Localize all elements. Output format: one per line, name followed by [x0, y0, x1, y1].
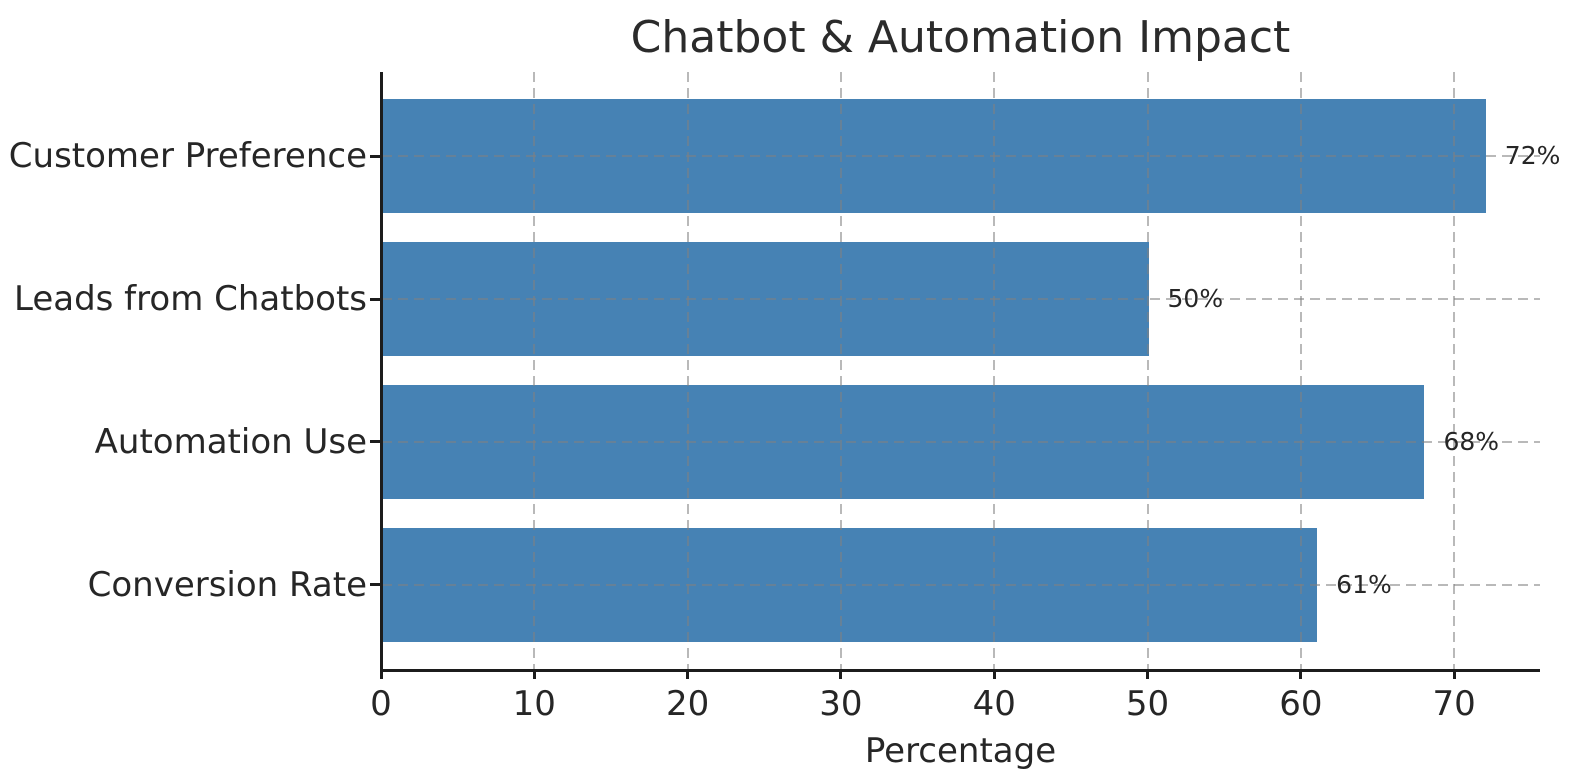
y-tick-mark-automation-use — [370, 440, 380, 444]
x-tick-label-0: 0 — [370, 684, 392, 724]
x-tick-label-10: 10 — [512, 684, 556, 724]
x-tick-mark-10 — [532, 669, 536, 679]
gridline-y-customer-preference — [382, 155, 1540, 158]
plot-area: 72% 50% 68% 61% 0 10 20 30 40 50 60 70 — [370, 72, 1560, 724]
chart-title: Chatbot & Automation Impact — [630, 12, 1291, 63]
x-tick-mark-30 — [839, 669, 843, 679]
x-tick-mark-40 — [992, 669, 996, 679]
x-tick-mark-60 — [1299, 669, 1303, 679]
value-label-conversion-rate: 61% — [1336, 569, 1392, 599]
y-tick-mark-leads-from-chatbots — [370, 297, 380, 301]
gridline-x-40 — [993, 72, 996, 669]
value-label-customer-preference: 72% — [1504, 141, 1561, 171]
gridline-y-leads-from-chatbots — [382, 298, 1540, 301]
gridline-x-70 — [1453, 72, 1456, 669]
x-tick-label-70: 70 — [1432, 684, 1476, 724]
x-tick-mark-0 — [379, 669, 383, 679]
x-tick-label-60: 60 — [1279, 684, 1323, 724]
gridline-x-10 — [533, 72, 536, 669]
y-tick-mark-customer-preference — [370, 154, 380, 158]
x-axis-spine — [379, 668, 1540, 672]
y-axis-label-automation-use: Automation Use — [94, 421, 367, 462]
y-axis-spine — [379, 72, 383, 673]
gridline-y-conversion-rate — [382, 583, 1540, 586]
y-axis-label-conversion-rate: Conversion Rate — [87, 564, 367, 605]
gridline-x-20 — [686, 72, 689, 669]
x-tick-label-40: 40 — [972, 684, 1016, 724]
x-axis-title: Percentage — [864, 731, 1057, 771]
gridline-y-automation-use — [382, 440, 1540, 443]
value-label-leads-from-chatbots: 50% — [1167, 284, 1224, 314]
x-tick-mark-20 — [686, 669, 690, 679]
x-tick-mark-70 — [1452, 669, 1456, 679]
x-tick-label-50: 50 — [1125, 684, 1170, 724]
y-axis-label-customer-preference: Customer Preference — [8, 136, 367, 177]
y-tick-mark-conversion-rate — [370, 583, 380, 587]
gridline-x-30 — [839, 72, 842, 669]
gridline-x-60 — [1299, 72, 1302, 669]
gridline-x-50 — [1146, 72, 1149, 669]
x-tick-mark-50 — [1146, 669, 1150, 679]
y-axis-label-leads-from-chatbots: Leads from Chatbots — [13, 279, 367, 320]
x-tick-label-30: 30 — [819, 684, 863, 724]
x-tick-label-20: 20 — [665, 684, 710, 724]
value-label-automation-use: 68% — [1443, 426, 1500, 456]
